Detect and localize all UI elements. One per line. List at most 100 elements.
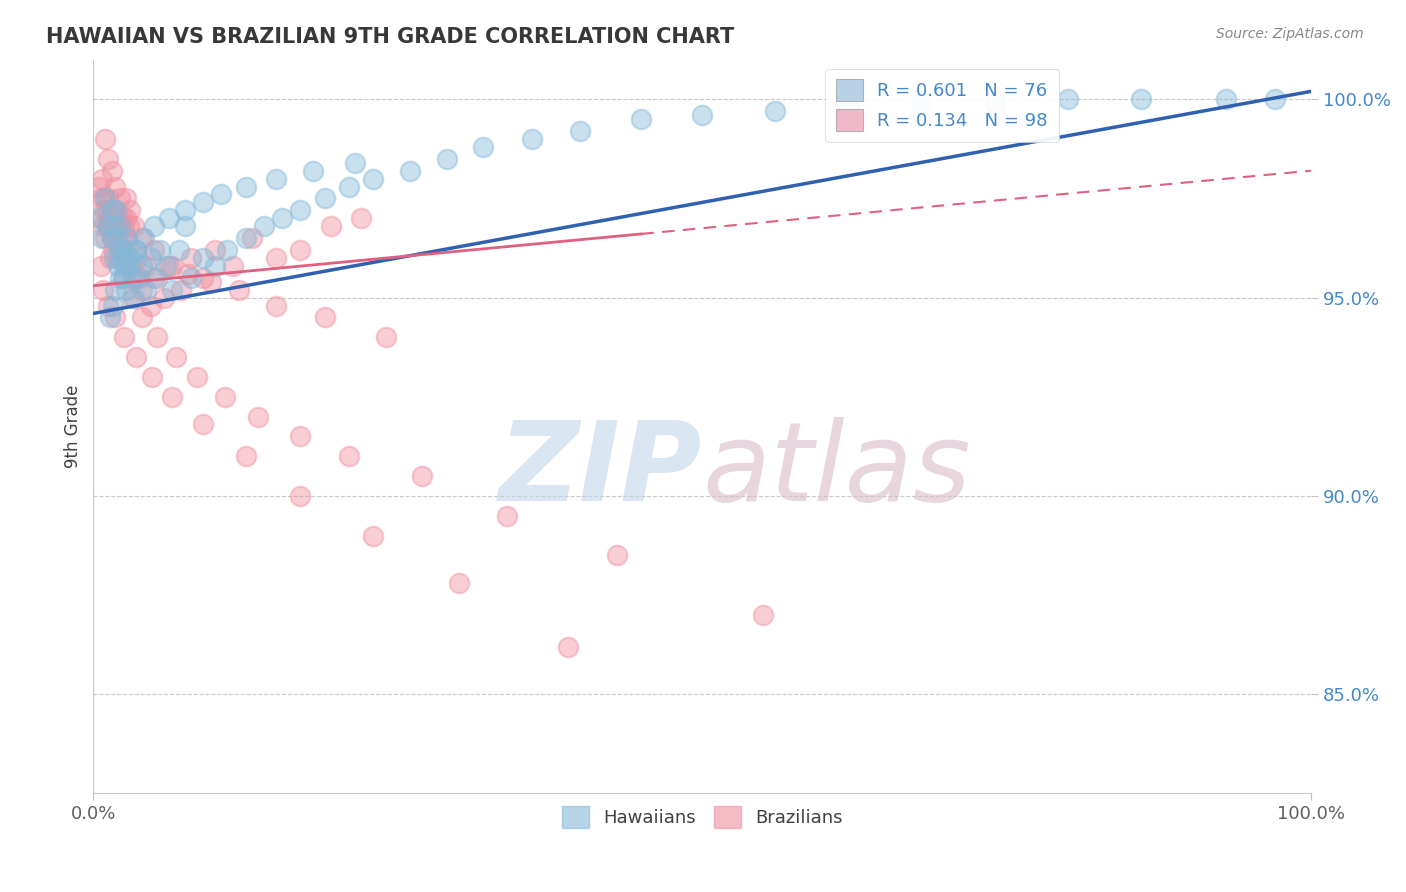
Point bbox=[117, 231, 139, 245]
Point bbox=[91, 283, 114, 297]
Point bbox=[290, 243, 312, 257]
Point bbox=[436, 152, 458, 166]
Point bbox=[131, 231, 153, 245]
Point bbox=[128, 270, 150, 285]
Point bbox=[173, 203, 195, 218]
Point bbox=[319, 219, 342, 234]
Text: Source: ZipAtlas.com: Source: ZipAtlas.com bbox=[1216, 27, 1364, 41]
Point bbox=[139, 251, 162, 265]
Point bbox=[90, 191, 112, 205]
Point bbox=[110, 251, 132, 265]
Point bbox=[837, 100, 859, 114]
Point bbox=[118, 203, 141, 218]
Point bbox=[290, 489, 312, 503]
Point bbox=[752, 607, 775, 622]
Point bbox=[96, 203, 118, 218]
Point bbox=[108, 219, 131, 234]
Point bbox=[117, 219, 139, 234]
Point bbox=[191, 195, 214, 210]
Point bbox=[143, 243, 166, 257]
Point bbox=[264, 298, 287, 312]
Point bbox=[214, 390, 236, 404]
Point bbox=[209, 187, 232, 202]
Point bbox=[271, 211, 294, 226]
Point bbox=[93, 191, 115, 205]
Point bbox=[127, 251, 149, 265]
Point bbox=[100, 231, 122, 245]
Point bbox=[134, 231, 156, 245]
Point bbox=[125, 243, 148, 257]
Point bbox=[97, 152, 120, 166]
Point bbox=[100, 251, 122, 265]
Point bbox=[186, 370, 208, 384]
Point bbox=[264, 251, 287, 265]
Point bbox=[104, 203, 127, 218]
Point bbox=[337, 179, 360, 194]
Legend: Hawaiians, Brazilians: Hawaiians, Brazilians bbox=[554, 799, 851, 836]
Point bbox=[100, 310, 122, 325]
Point bbox=[103, 219, 125, 234]
Point bbox=[149, 243, 172, 257]
Text: HAWAIIAN VS BRAZILIAN 9TH GRADE CORRELATION CHART: HAWAIIAN VS BRAZILIAN 9TH GRADE CORRELAT… bbox=[46, 27, 735, 46]
Point bbox=[191, 270, 214, 285]
Point bbox=[115, 191, 138, 205]
Point bbox=[264, 171, 287, 186]
Point bbox=[170, 283, 193, 297]
Point bbox=[91, 219, 114, 234]
Point bbox=[111, 211, 134, 226]
Point bbox=[1056, 92, 1078, 106]
Point bbox=[131, 283, 153, 297]
Point bbox=[145, 330, 167, 344]
Y-axis label: 9th Grade: 9th Grade bbox=[65, 384, 82, 468]
Point bbox=[101, 231, 124, 245]
Point bbox=[1264, 92, 1286, 106]
Point bbox=[125, 243, 148, 257]
Point bbox=[89, 211, 111, 226]
Point bbox=[100, 203, 122, 218]
Point bbox=[104, 219, 127, 234]
Point bbox=[240, 231, 263, 245]
Point bbox=[204, 259, 226, 273]
Point bbox=[124, 270, 146, 285]
Point bbox=[350, 211, 373, 226]
Point bbox=[115, 211, 138, 226]
Point bbox=[143, 219, 166, 234]
Point bbox=[118, 251, 141, 265]
Point bbox=[983, 96, 1005, 111]
Point bbox=[107, 259, 129, 273]
Point bbox=[177, 267, 200, 281]
Point bbox=[496, 508, 519, 523]
Point bbox=[131, 259, 153, 273]
Point bbox=[157, 259, 180, 273]
Point bbox=[112, 270, 135, 285]
Point bbox=[157, 211, 180, 226]
Point bbox=[253, 219, 276, 234]
Point bbox=[139, 298, 162, 312]
Point bbox=[399, 163, 422, 178]
Point bbox=[1215, 92, 1237, 106]
Point bbox=[105, 203, 128, 218]
Point bbox=[94, 132, 117, 146]
Point bbox=[153, 291, 176, 305]
Point bbox=[114, 259, 136, 273]
Point bbox=[165, 350, 187, 364]
Point bbox=[690, 108, 713, 122]
Point bbox=[447, 576, 470, 591]
Point bbox=[520, 132, 543, 146]
Point bbox=[155, 259, 177, 273]
Point bbox=[122, 219, 145, 234]
Point bbox=[101, 298, 124, 312]
Point bbox=[235, 179, 257, 194]
Point bbox=[1129, 92, 1152, 106]
Point bbox=[90, 231, 112, 245]
Point bbox=[93, 203, 115, 218]
Point bbox=[112, 243, 135, 257]
Point bbox=[162, 390, 184, 404]
Text: atlas: atlas bbox=[702, 417, 972, 524]
Point bbox=[606, 549, 628, 563]
Point bbox=[191, 417, 214, 432]
Point bbox=[344, 155, 367, 169]
Point bbox=[180, 270, 202, 285]
Point bbox=[127, 270, 149, 285]
Point bbox=[103, 251, 125, 265]
